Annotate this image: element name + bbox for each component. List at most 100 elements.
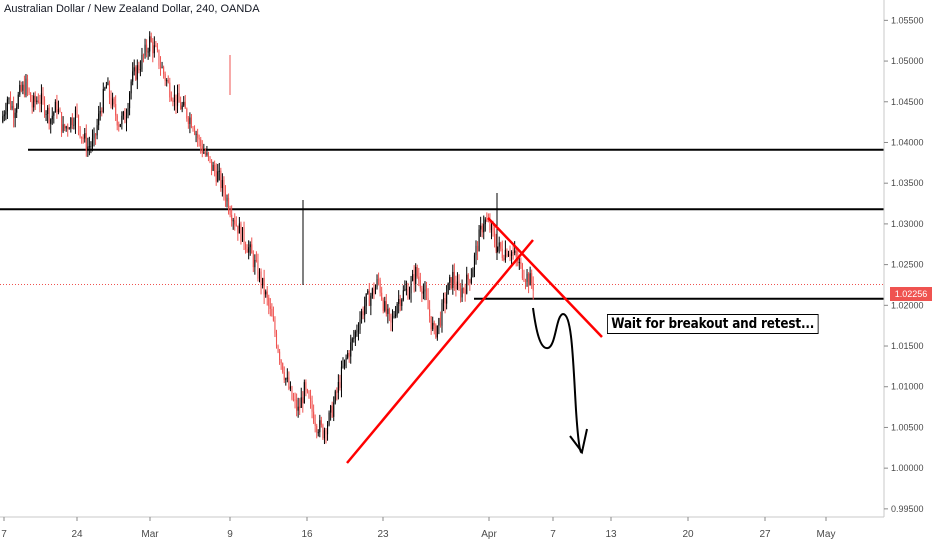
candle-body bbox=[486, 219, 488, 222]
candle-body bbox=[142, 54, 145, 56]
candle-body bbox=[316, 425, 318, 433]
candle-body bbox=[379, 280, 381, 293]
ascending-trendline bbox=[346, 239, 534, 464]
candle-body bbox=[509, 253, 511, 256]
candle-body bbox=[132, 71, 134, 82]
candle-body bbox=[381, 292, 383, 300]
support-resistance-levels bbox=[0, 148, 884, 300]
candle-body bbox=[459, 288, 462, 298]
candle-body bbox=[122, 111, 124, 116]
candle-body bbox=[90, 146, 92, 148]
candle-body bbox=[483, 224, 485, 233]
candle-body bbox=[116, 115, 118, 126]
price-tick-label: 1.03500 bbox=[891, 178, 924, 188]
candle-body bbox=[159, 65, 162, 68]
price-tick-label: 1.02500 bbox=[891, 260, 924, 270]
candle-body bbox=[311, 400, 313, 412]
last-price-badge: 1.02256 bbox=[890, 287, 932, 301]
candle-body bbox=[172, 100, 174, 103]
candle-body bbox=[183, 101, 185, 106]
candle-body bbox=[101, 110, 103, 112]
candle-body bbox=[161, 67, 163, 69]
candle-body bbox=[344, 359, 346, 367]
candle-body bbox=[438, 318, 440, 326]
candle-body bbox=[418, 276, 420, 281]
candle-body bbox=[31, 101, 33, 108]
candle-body bbox=[79, 126, 81, 137]
candle-body bbox=[353, 337, 355, 339]
candle-body bbox=[85, 133, 87, 151]
candle-body bbox=[138, 65, 140, 71]
candle-body bbox=[309, 397, 312, 401]
candle-body bbox=[277, 346, 279, 352]
candle-body bbox=[424, 289, 426, 292]
descending-trendline bbox=[487, 217, 603, 338]
candle-body bbox=[245, 244, 247, 250]
candle-body bbox=[368, 290, 370, 306]
candle-body bbox=[297, 406, 299, 411]
candle-body bbox=[314, 422, 316, 426]
candle-body bbox=[170, 97, 172, 101]
candle-body bbox=[238, 223, 240, 234]
candle-body bbox=[390, 314, 392, 323]
candle-body bbox=[466, 274, 468, 294]
candle-body bbox=[56, 101, 58, 113]
candle-body bbox=[398, 298, 400, 304]
chart-title: Australian Dollar / New Zealand Dollar, … bbox=[4, 3, 260, 15]
candle-body bbox=[391, 316, 394, 323]
candle-body bbox=[419, 280, 421, 289]
candle-body bbox=[382, 299, 384, 311]
candle-body bbox=[463, 288, 465, 290]
candle-body bbox=[524, 280, 527, 282]
candle-body bbox=[255, 259, 257, 261]
candle-body bbox=[40, 93, 42, 104]
candle-body bbox=[415, 266, 417, 284]
candle-body bbox=[78, 115, 80, 127]
candle-body bbox=[144, 44, 146, 56]
candle-body bbox=[351, 338, 353, 343]
candle-body bbox=[62, 124, 64, 132]
candle-body bbox=[30, 92, 32, 102]
candle-body bbox=[490, 224, 493, 231]
candle-body bbox=[181, 105, 183, 110]
candle-body bbox=[492, 224, 494, 232]
candle-body bbox=[198, 138, 200, 140]
time-tick-label: Apr bbox=[481, 529, 497, 540]
candle-body bbox=[286, 377, 288, 379]
candle-body bbox=[70, 117, 72, 129]
candle-body bbox=[226, 197, 228, 202]
candle-body bbox=[357, 329, 360, 332]
price-tick-label: 1.00000 bbox=[891, 463, 924, 473]
candle-body bbox=[436, 325, 438, 338]
candle-body bbox=[268, 297, 270, 307]
candle-body bbox=[127, 108, 129, 116]
time-tick-label: 13 bbox=[605, 529, 617, 540]
candle-body bbox=[60, 112, 63, 132]
candle-body bbox=[306, 389, 308, 392]
candle-body bbox=[395, 314, 397, 317]
time-tick-label: 24 bbox=[71, 529, 83, 540]
candle-body bbox=[87, 146, 89, 151]
candle-body bbox=[169, 82, 171, 98]
candle-body bbox=[425, 289, 428, 298]
candle-body bbox=[176, 92, 179, 106]
candle-body bbox=[189, 117, 191, 124]
candle-body bbox=[252, 253, 254, 268]
candle-body bbox=[484, 219, 486, 225]
candle-body bbox=[408, 293, 411, 299]
candle-body bbox=[13, 105, 15, 118]
candle-body bbox=[412, 274, 414, 281]
candle-body bbox=[141, 54, 143, 70]
candle-body bbox=[504, 249, 506, 260]
candle-body bbox=[272, 316, 274, 321]
candle-body bbox=[339, 382, 341, 388]
candle-body bbox=[209, 156, 211, 160]
candle-body bbox=[224, 192, 227, 202]
candle-body bbox=[262, 277, 264, 286]
candle-body bbox=[115, 103, 117, 116]
candle-body bbox=[364, 305, 366, 316]
candle-body bbox=[427, 297, 429, 310]
candle-body bbox=[275, 333, 278, 347]
candle-body bbox=[51, 115, 53, 120]
